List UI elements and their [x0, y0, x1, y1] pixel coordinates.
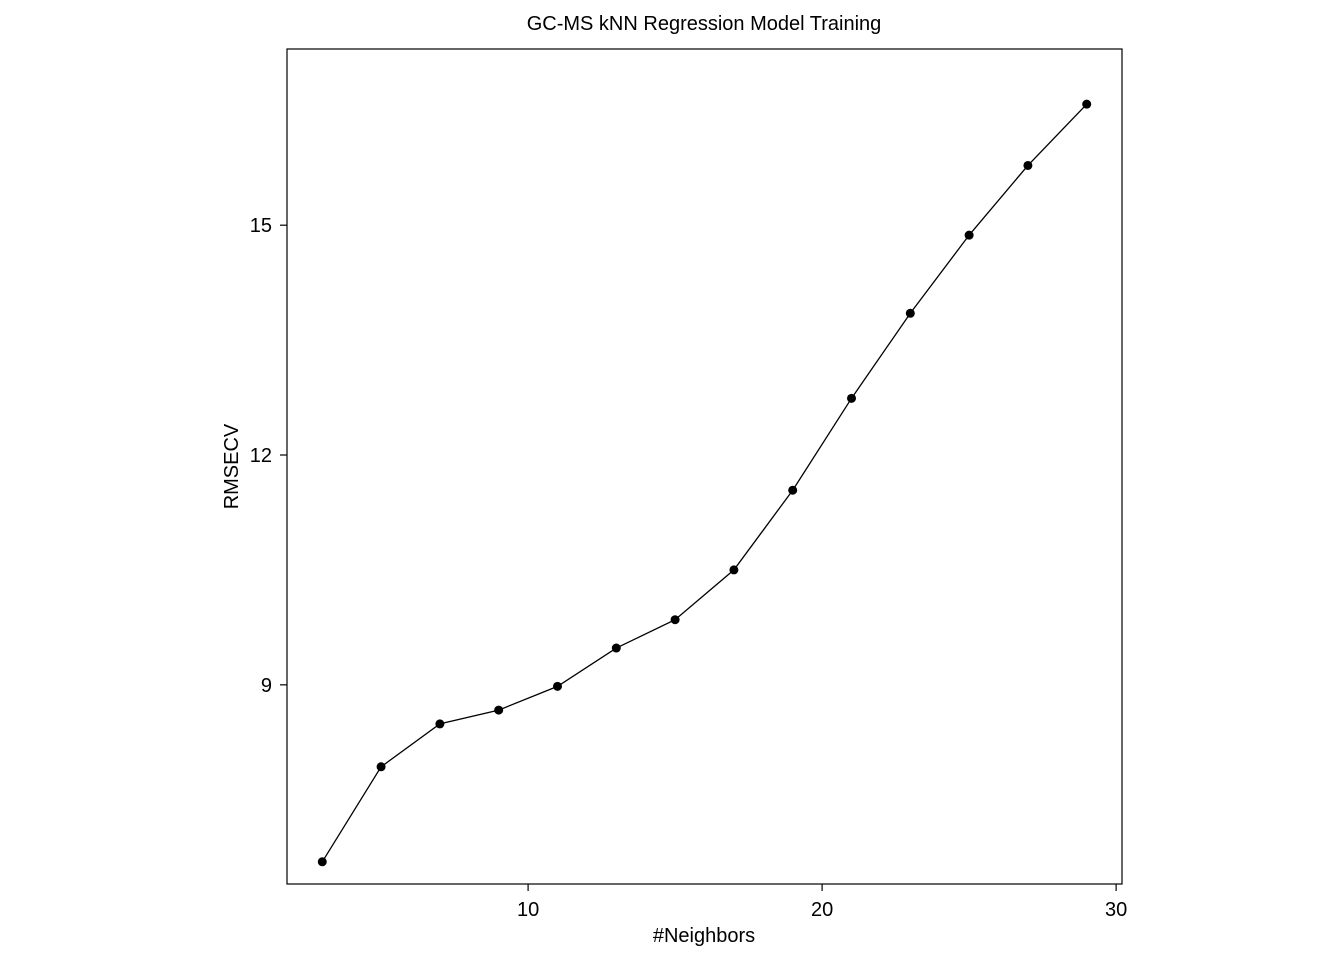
- x-axis-label: #Neighbors: [653, 925, 755, 947]
- series-point-27: [1023, 160, 1033, 170]
- x-tick-label-10: 10: [517, 899, 539, 921]
- x-tick-label-20: 20: [811, 899, 833, 921]
- series-point-15: [670, 615, 680, 625]
- series-point-3: [317, 857, 327, 867]
- x-tick-label-30: 30: [1105, 899, 1127, 921]
- series-point-9: [494, 705, 504, 715]
- y-tick-label-12: 12: [250, 445, 272, 467]
- y-tick-label-9: 9: [261, 675, 272, 697]
- series-point-17: [729, 565, 739, 575]
- series-point-19: [788, 485, 798, 495]
- y-tick-label-15: 15: [250, 215, 272, 237]
- series-point-23: [905, 308, 915, 318]
- series-point-7: [435, 719, 445, 729]
- y-axis: 9 12 15: [250, 215, 287, 697]
- series-points: [317, 99, 1092, 867]
- plot-panel: [286, 48, 1123, 885]
- series-point-11: [552, 681, 562, 691]
- series-point-5: [376, 762, 386, 772]
- series-point-21: [847, 393, 857, 403]
- series-point-29: [1082, 99, 1092, 109]
- y-axis-label: RMSECV: [221, 423, 243, 509]
- x-axis: 10 20 30: [517, 884, 1127, 921]
- series-line: [321, 103, 1088, 863]
- series-point-25: [964, 230, 974, 240]
- chart-title: GC-MS kNN Regression Model Training: [527, 13, 882, 35]
- series-point-13: [611, 643, 621, 653]
